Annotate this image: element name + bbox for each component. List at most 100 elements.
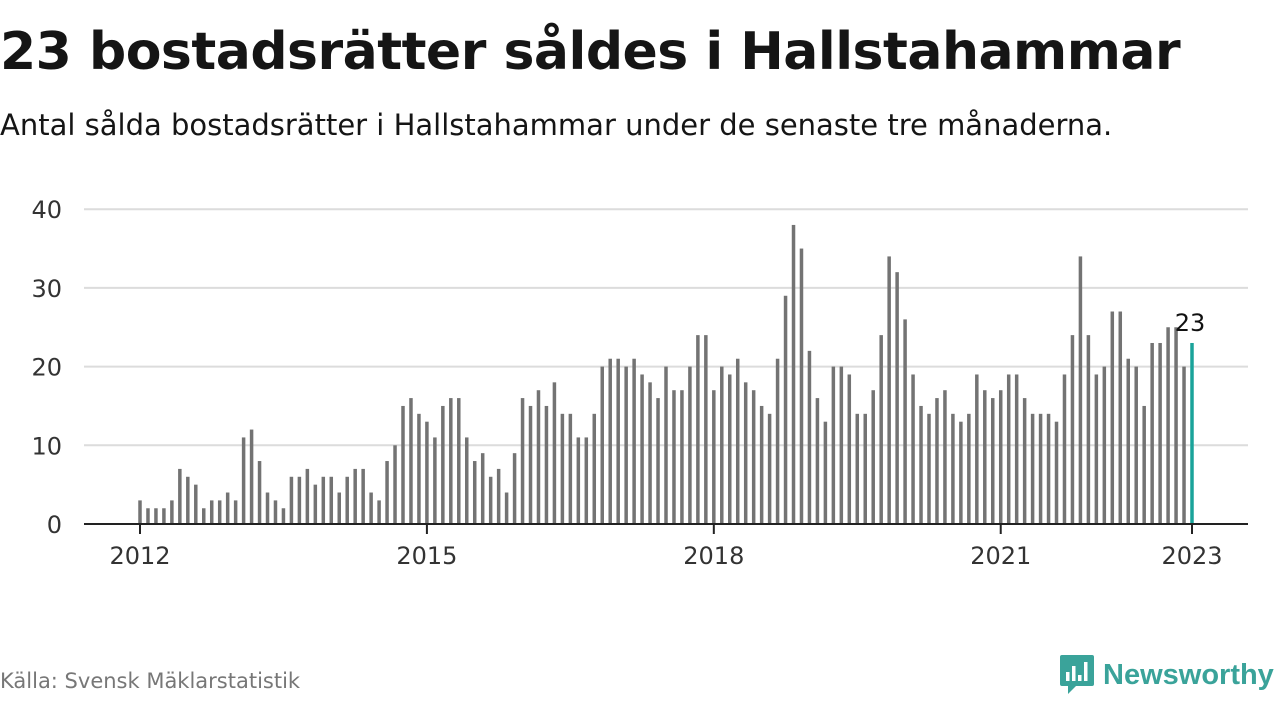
bar	[480, 453, 485, 524]
bar	[951, 413, 955, 524]
bar	[560, 413, 565, 524]
bar	[329, 476, 334, 524]
bar	[1174, 327, 1178, 524]
bar	[1094, 374, 1099, 524]
bar	[425, 421, 429, 524]
bar	[688, 366, 692, 524]
bar	[871, 390, 875, 524]
bar	[720, 366, 724, 524]
bar	[807, 350, 812, 524]
highlight-value-label: 23	[1175, 309, 1206, 337]
bars	[138, 224, 1194, 525]
bar	[767, 413, 772, 524]
y-tick-label: 20	[31, 354, 62, 382]
x-tick-label: 2015	[396, 542, 457, 570]
bar	[592, 413, 597, 524]
bar	[759, 405, 764, 524]
bar	[680, 390, 684, 524]
bar	[584, 437, 589, 524]
bar	[377, 500, 381, 524]
bar	[1070, 335, 1075, 524]
bar	[895, 272, 899, 524]
bar	[313, 484, 318, 524]
x-axis	[84, 523, 1248, 534]
bar	[249, 429, 254, 524]
bar	[624, 366, 628, 524]
bar	[839, 366, 844, 524]
bar	[409, 398, 413, 524]
bar	[735, 358, 740, 524]
bar	[1046, 413, 1051, 524]
bar-highlight	[1190, 342, 1194, 524]
x-tick-label: 2021	[970, 542, 1031, 570]
bar	[696, 335, 700, 524]
bar	[616, 358, 620, 524]
bar	[1150, 342, 1154, 524]
bar	[1158, 342, 1162, 524]
bar	[1086, 335, 1091, 524]
bar	[632, 358, 636, 524]
bar	[265, 492, 270, 524]
bar	[225, 492, 230, 524]
bar	[576, 437, 581, 524]
y-tick-label: 30	[31, 275, 62, 303]
bar	[321, 476, 326, 524]
bar	[791, 224, 796, 524]
brand-name: Newsworthy	[1103, 658, 1274, 691]
bar	[401, 405, 405, 524]
bar	[943, 390, 947, 524]
bar	[1030, 413, 1035, 524]
bar	[178, 468, 182, 524]
bar	[863, 413, 867, 524]
bar	[879, 335, 883, 524]
bar	[600, 366, 604, 524]
bar	[472, 461, 477, 524]
bar	[457, 398, 461, 524]
bar	[1134, 366, 1138, 524]
bar	[831, 366, 836, 524]
bar	[1014, 374, 1019, 524]
bar	[927, 413, 931, 524]
bar	[1062, 374, 1067, 524]
bar	[536, 390, 541, 524]
bar	[257, 461, 262, 524]
bar	[855, 413, 860, 524]
bar	[847, 374, 852, 524]
bar	[568, 413, 573, 524]
bar	[640, 374, 644, 524]
bar	[1102, 366, 1107, 524]
bar	[1142, 405, 1146, 524]
bar	[154, 508, 158, 524]
bar	[911, 374, 915, 524]
bar	[345, 476, 349, 524]
bar	[194, 484, 198, 524]
bar	[361, 468, 365, 524]
bar	[202, 508, 206, 524]
bar	[162, 508, 166, 524]
bar	[1054, 421, 1059, 524]
bar	[648, 382, 652, 524]
bar	[608, 358, 612, 524]
bar	[170, 500, 174, 524]
bar	[393, 445, 397, 524]
bar	[815, 398, 820, 524]
bar	[146, 508, 150, 524]
y-tick-label: 40	[31, 196, 62, 224]
chart-title: 23 bostadsrätter såldes i Hallstahammar	[0, 22, 1181, 82]
bar	[496, 468, 501, 524]
bar	[887, 256, 891, 524]
bar	[823, 421, 828, 524]
bar	[417, 413, 421, 524]
bar	[138, 500, 142, 524]
bar	[991, 398, 995, 524]
bar	[656, 398, 660, 524]
bar	[273, 500, 278, 524]
newsworthy-logo[interactable]: Newsworthy	[1059, 653, 1274, 697]
bar	[241, 437, 246, 524]
bar	[289, 476, 294, 524]
bar	[305, 468, 310, 524]
bar	[337, 492, 341, 524]
bar	[1166, 327, 1170, 524]
bar	[297, 476, 302, 524]
x-tick-label: 2023	[1161, 542, 1222, 570]
